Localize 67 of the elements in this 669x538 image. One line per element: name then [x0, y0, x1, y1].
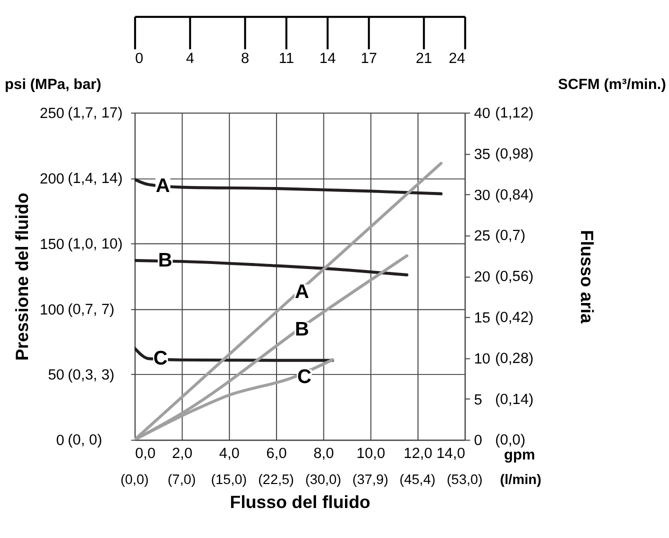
- x-tick-label: 8,0: [313, 446, 334, 462]
- annotation: B: [294, 318, 310, 341]
- text: (0,42): [495, 310, 534, 326]
- text: (0,28): [495, 350, 534, 367]
- y2-tick-label: 0: [474, 433, 482, 450]
- text: (0,14): [495, 392, 534, 408]
- text: (0,0): [495, 432, 526, 449]
- text: (30,0): [305, 472, 342, 487]
- x-tick-label: 10,0: [356, 446, 386, 462]
- text: (0,7, 7): [68, 302, 114, 318]
- x2-tick-label: 11: [278, 51, 294, 68]
- y2-axis-title: Flusso aria: [576, 230, 597, 324]
- text: (0,7): [495, 228, 526, 244]
- x2-tick-label: 0: [135, 51, 144, 68]
- y-tick-label: 50: [48, 368, 64, 384]
- text: (0,3, 3): [68, 367, 114, 384]
- x-tick-label: 4,0: [219, 446, 240, 462]
- y-tick-label: 150: [40, 236, 64, 253]
- text: psi (MPa, bar): [4, 77, 102, 94]
- y2-tick-label: 10: [474, 351, 490, 368]
- text: (1,4, 14): [68, 170, 123, 187]
- annotation: A: [294, 280, 310, 303]
- text: (0,0): [120, 472, 149, 487]
- text: (37,9): [352, 472, 388, 487]
- y-tick-label: 100: [40, 302, 64, 318]
- text: (1,7, 17): [68, 106, 123, 122]
- annotation: B: [158, 249, 172, 272]
- y2-tick-label: 40: [474, 106, 490, 122]
- text: (1,0, 10): [68, 236, 123, 252]
- text: (0, 0): [68, 432, 102, 449]
- y2-tick-label: 30: [474, 188, 490, 204]
- y2-tick-label: 15: [474, 310, 490, 326]
- text: (0,56): [495, 269, 534, 286]
- x2-tick-label: 24: [448, 51, 466, 68]
- annotation: A: [156, 174, 170, 197]
- x2-tick-label: 21: [416, 51, 432, 68]
- y-tick-label: 250: [40, 106, 64, 122]
- y-tick-label: 0: [56, 433, 64, 450]
- annotation: C: [153, 348, 168, 370]
- x2-tick-label: 8: [241, 51, 250, 68]
- y2-tick-label: 25: [474, 228, 490, 245]
- text: SCFM (m³/min.): [558, 77, 666, 94]
- text: (0,84): [495, 187, 534, 204]
- text: (0,98): [495, 146, 534, 162]
- text: (53,0): [446, 472, 483, 487]
- x2-tick-label: 4: [186, 51, 194, 68]
- y2-tick-label: 35: [474, 146, 490, 163]
- x-tick-label: 12,0: [404, 446, 432, 462]
- x2-tick-label: 14: [319, 51, 336, 68]
- text: (1,12): [495, 106, 534, 122]
- text: (45,4): [400, 472, 436, 487]
- x-tick-label: 14,0: [436, 446, 466, 462]
- x-tick-label: 6,0: [266, 446, 287, 462]
- x-axis-title: Flusso del fluido: [230, 492, 371, 512]
- text: (22,5): [258, 472, 294, 487]
- x2-tick-label: 17: [360, 51, 378, 68]
- y2-tick-label: 20: [474, 270, 490, 286]
- y-tick-label: 200: [40, 171, 64, 188]
- text: (7,0): [168, 472, 196, 487]
- text: (l/min): [500, 472, 542, 487]
- text: gpm: [504, 447, 536, 464]
- annotation: C: [297, 366, 312, 388]
- y2-tick-label: 5: [474, 392, 482, 408]
- y-axis-title: Pressione del fluido: [12, 192, 32, 361]
- x-tick-label: 2,0: [172, 446, 192, 462]
- x-tick-label: 0,0: [135, 446, 156, 462]
- text: (15,0): [210, 472, 247, 487]
